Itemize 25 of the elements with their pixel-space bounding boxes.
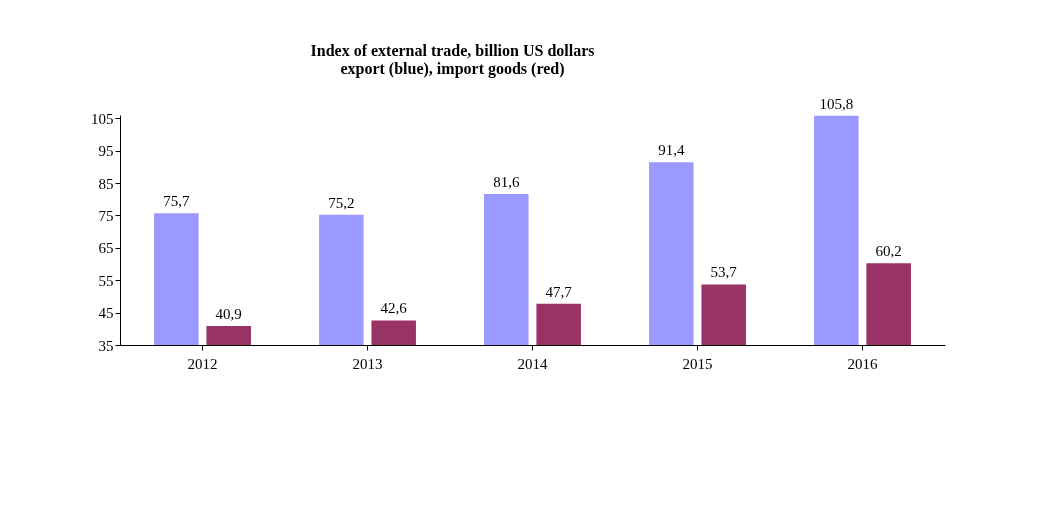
y-tick-label: 105	[91, 110, 114, 127]
data-label: 75,2	[328, 194, 355, 211]
y-tick-label: 95	[98, 143, 114, 160]
x-tick-label: 2014	[517, 355, 548, 372]
x-tick-label: 2013	[352, 355, 383, 372]
data-label: 60,2	[875, 243, 902, 260]
data-label: 42,6	[380, 300, 408, 317]
data-label: 47,7	[545, 283, 573, 300]
y-tick-label: 75	[98, 207, 114, 224]
x-tick-label: 2016	[847, 355, 878, 372]
x-tick-label: 2012	[187, 355, 218, 372]
y-tick-label: 55	[98, 272, 114, 289]
data-label: 105,8	[819, 95, 854, 112]
data-label: 91,4	[658, 142, 685, 159]
x-tick-label: 2015	[682, 355, 713, 372]
y-tick-label: 65	[98, 240, 114, 257]
chart-subtitle: export (blue), import goods (red)	[340, 59, 565, 78]
data-label: 75,7	[163, 193, 190, 210]
y-tick-label: 85	[98, 175, 114, 192]
data-label: 40,9	[215, 305, 242, 322]
y-tick-label: 45	[98, 305, 114, 322]
y-tick-label: 35	[98, 337, 114, 354]
data-label: 81,6	[493, 174, 520, 191]
data-label: 53,7	[710, 264, 738, 281]
chart-title: Index of external trade, billion US dollars	[310, 41, 595, 59]
